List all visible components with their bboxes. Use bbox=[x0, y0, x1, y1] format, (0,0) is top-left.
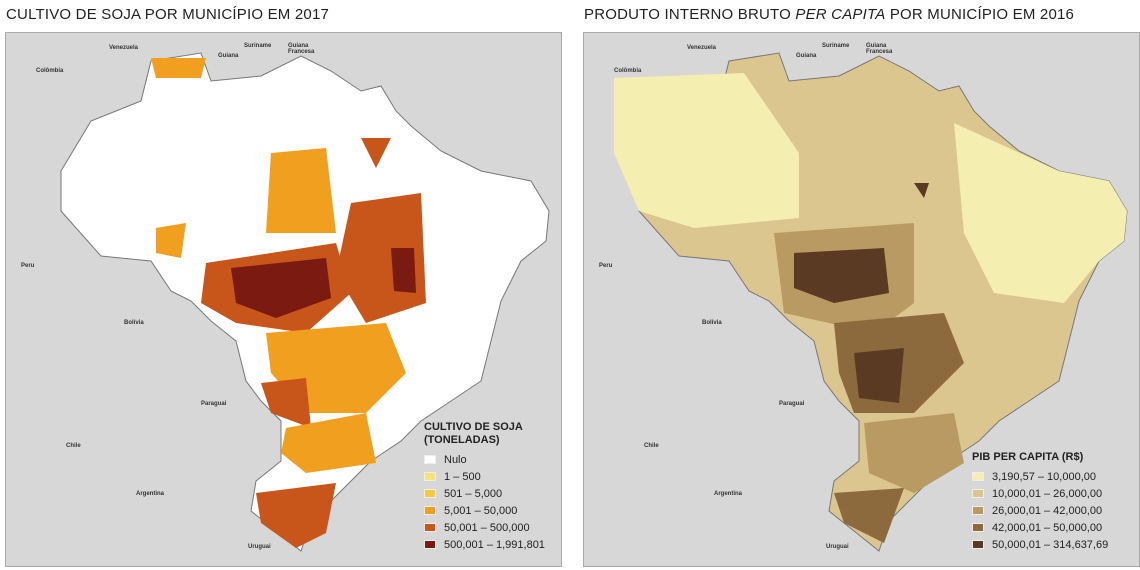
legend-item: 5,001 – 50,000 bbox=[424, 502, 545, 519]
legend-item: 42,000,01 – 50,000,00 bbox=[972, 519, 1108, 536]
country-label: Chile bbox=[66, 443, 81, 449]
legend-label: 50,000,01 – 314,637,69 bbox=[992, 538, 1109, 551]
legend-title: PIB PER CAPITA (R$) bbox=[972, 451, 1084, 463]
legend-swatch bbox=[424, 523, 436, 532]
right-map-title: PRODUTO INTERNO BRUTO PER CAPITA POR MUN… bbox=[584, 6, 1074, 23]
country-label: Suriname bbox=[244, 43, 272, 49]
legend-swatch bbox=[424, 489, 436, 498]
country-label: Uruguai bbox=[826, 544, 849, 550]
legend-swatch bbox=[424, 455, 436, 464]
legend-label: 50,001 – 500,000 bbox=[444, 521, 530, 534]
legend-swatch bbox=[424, 506, 436, 515]
country-label: Guiana bbox=[796, 53, 817, 59]
legend-item: Nulo bbox=[424, 451, 545, 468]
country-label: Bolívia bbox=[702, 320, 722, 326]
legend-swatch bbox=[424, 472, 436, 481]
legend-label: 26,000,01 – 42,000,00 bbox=[992, 504, 1103, 517]
gdp-map-graphic bbox=[614, 52, 1128, 552]
legend-item: 10,000,01 – 26,000,00 bbox=[972, 485, 1108, 502]
title-part: PRODUTO INTERNO BRUTO bbox=[584, 6, 796, 23]
country-label: Paraguai bbox=[201, 401, 227, 407]
legend-item: 50,001 – 500,000 bbox=[424, 519, 545, 536]
country-label: Argentina bbox=[136, 491, 165, 497]
legend-swatch bbox=[424, 540, 436, 549]
gdp-regions bbox=[614, 73, 1127, 543]
left-map-title: CULTIVO DE SOJA POR MUNICÍPIO EM 2017 bbox=[6, 6, 330, 23]
legend-label: 501 – 5,000 bbox=[444, 487, 503, 500]
soy-legend: CULTIVO DE SOJA (TONELADAS) Nulo 1 – 500… bbox=[424, 421, 545, 553]
country-label: Colômbia bbox=[36, 68, 64, 74]
soy-regions bbox=[151, 58, 426, 548]
title-part: POR MUNICÍPIO EM 2016 bbox=[885, 6, 1075, 23]
country-label: Chile bbox=[644, 443, 659, 449]
legend-item: 501 – 5,000 bbox=[424, 485, 545, 502]
country-label: Paraguai bbox=[779, 401, 805, 407]
country-label: Guiana Francesa bbox=[288, 43, 315, 55]
legend-item: 50,000,01 – 314,637,69 bbox=[972, 536, 1108, 553]
legend-swatch bbox=[972, 523, 984, 532]
title-emphasis: PER CAPITA bbox=[795, 6, 886, 23]
legend-swatch bbox=[972, 489, 984, 498]
country-label: Guiana Francesa bbox=[866, 43, 893, 55]
country-label: Peru bbox=[599, 263, 613, 269]
country-label: Venezuela bbox=[109, 45, 139, 51]
legend-swatch bbox=[972, 472, 984, 481]
legend-item: 26,000,01 – 42,000,00 bbox=[972, 502, 1108, 519]
legend-title: CULTIVO DE SOJA (TONELADAS) bbox=[424, 421, 523, 446]
country-label: Venezuela bbox=[687, 45, 717, 51]
country-label: Uruguai bbox=[248, 544, 271, 550]
country-label: Bolívia bbox=[124, 320, 144, 326]
country-label: Guiana bbox=[218, 53, 239, 59]
legend-label: Nulo bbox=[444, 453, 467, 466]
gdp-map: Colômbia Venezuela Suriname Guiana Guian… bbox=[583, 32, 1140, 567]
legend-label: 3,190,57 – 10,000,00 bbox=[992, 470, 1096, 483]
soy-map: Colômbia Venezuela Suriname Guiana Guian… bbox=[5, 32, 562, 567]
soy-map-graphic bbox=[60, 52, 550, 552]
legend-swatch bbox=[972, 540, 984, 549]
country-label: Suriname bbox=[822, 43, 850, 49]
legend-label: 42,000,01 – 50,000,00 bbox=[992, 521, 1103, 534]
legend-swatch bbox=[972, 506, 984, 515]
country-label: Argentina bbox=[714, 491, 743, 497]
legend-label: 500,001 – 1,991,801 bbox=[444, 538, 545, 551]
legend-label: 5,001 – 50,000 bbox=[444, 504, 518, 517]
country-label: Peru bbox=[21, 263, 35, 269]
legend-label: 10,000,01 – 26,000,00 bbox=[992, 487, 1103, 500]
country-label: Colômbia bbox=[614, 68, 642, 74]
legend-item: 500,001 – 1,991,801 bbox=[424, 536, 545, 553]
legend-item: 1 – 500 bbox=[424, 468, 545, 485]
legend-item: 3,190,57 – 10,000,00 bbox=[972, 468, 1108, 485]
gdp-legend: PIB PER CAPITA (R$) 3,190,57 – 10,000,00… bbox=[972, 451, 1108, 553]
legend-label: 1 – 500 bbox=[444, 470, 481, 483]
